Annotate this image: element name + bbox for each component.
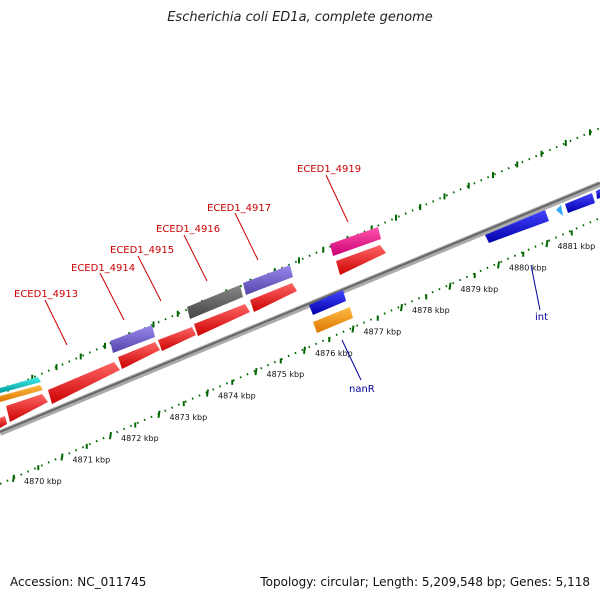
genome-backbone xyxy=(0,181,600,436)
scale-tick-label: 4876 kbp xyxy=(315,349,353,358)
gene-label-4914[interactable]: ECED1_4914 xyxy=(71,263,135,274)
scale-tick xyxy=(351,325,355,333)
scale-tick xyxy=(400,303,403,312)
scale-tick-label: 4879 kbp xyxy=(461,285,499,294)
gene-red-2[interactable] xyxy=(6,394,48,422)
gene-purple-4914[interactable] xyxy=(110,325,155,353)
scale-tick xyxy=(157,410,161,418)
scale-tick xyxy=(12,474,15,482)
gene-red-1[interactable] xyxy=(0,416,7,428)
gene-purple-4917[interactable] xyxy=(243,265,293,295)
gene-label-nanr[interactable]: nanR xyxy=(349,384,375,395)
scale-tick xyxy=(60,453,64,461)
gene-blue-2[interactable] xyxy=(565,193,595,213)
scale-tick-label: 4874 kbp xyxy=(218,391,256,400)
gene-label-4915[interactable]: ECED1_4915 xyxy=(110,245,174,256)
gene-gray-4916[interactable] xyxy=(187,285,243,319)
gene-label-4913[interactable]: ECED1_4913 xyxy=(14,289,78,300)
scale-tick xyxy=(448,282,452,290)
gene-red-4915[interactable] xyxy=(158,327,196,351)
scale-tick-label: 4878 kbp xyxy=(412,306,450,315)
scale-tick-label: 4870 kbp xyxy=(24,477,62,486)
scale-tick xyxy=(545,239,549,248)
scale-tick-label: 4875 kbp xyxy=(267,370,305,379)
leader-nanr xyxy=(341,339,362,381)
gene-lightblue[interactable] xyxy=(556,205,563,216)
gene-label-int[interactable]: int xyxy=(535,312,548,323)
gene-features xyxy=(0,189,600,428)
scale-tick-label: 4880 kbp xyxy=(509,263,547,272)
gene-red-4913[interactable] xyxy=(48,362,120,404)
scale-tick-label: 4877 kbp xyxy=(364,327,402,336)
gene-labels: ECED1_4913 ECED1_4914 ECED1_4915 ECED1_4… xyxy=(14,164,548,395)
leader-4915 xyxy=(137,255,162,302)
scale-tick-label: 4873 kbp xyxy=(170,413,208,422)
gene-orange-left[interactable] xyxy=(0,385,43,402)
gene-blue-int[interactable] xyxy=(485,210,549,243)
scale-tick xyxy=(303,346,306,354)
scale-tick-label: 4881 kbp xyxy=(558,242,596,251)
leader-4917 xyxy=(234,212,259,261)
gene-blue-1[interactable] xyxy=(309,290,346,315)
scale-tick xyxy=(109,432,112,440)
gene-red-4914[interactable] xyxy=(118,342,160,369)
gene-cyan[interactable] xyxy=(0,377,41,393)
leader-4919 xyxy=(325,174,349,223)
scale-tick-label: 4872 kbp xyxy=(121,434,159,443)
gene-label-4919[interactable]: ECED1_4919 xyxy=(297,164,361,175)
gene-label-4917[interactable]: ECED1_4917 xyxy=(207,203,271,214)
leader-int xyxy=(530,264,541,311)
leader-4914 xyxy=(99,272,125,321)
lower-ruler-ticks: 4870 kbp 4871 kbp 4872 kbp 4873 kbp 4874 kbp… xyxy=(12,230,596,486)
gene-pink-4919[interactable] xyxy=(330,227,381,256)
gene-red-4919[interactable] xyxy=(336,245,386,275)
gene-red-4916[interactable] xyxy=(194,304,250,336)
leader-4916 xyxy=(183,234,208,282)
scale-tick xyxy=(497,261,500,269)
lower-ruler: 4870 kbp 4871 kbp 4872 kbp 4873 kbp 4874 kbp… xyxy=(0,217,600,486)
gene-blue-3[interactable] xyxy=(596,189,600,199)
gene-red-4917[interactable] xyxy=(250,283,297,312)
scale-tick-label: 4871 kbp xyxy=(73,456,111,465)
label-leaders xyxy=(44,174,541,381)
leader-4913 xyxy=(44,299,68,346)
accession-text: Accession: NC_011745 xyxy=(10,575,147,589)
scale-tick xyxy=(206,389,209,397)
map-title: Escherichia coli ED1a, complete genome xyxy=(167,10,433,25)
gene-label-4916[interactable]: ECED1_4916 xyxy=(156,224,220,235)
genome-summary-text: Topology: circular; Length: 5,209,548 bp… xyxy=(260,575,590,589)
gene-orange-nanr[interactable] xyxy=(313,307,353,333)
scale-tick xyxy=(254,367,258,376)
